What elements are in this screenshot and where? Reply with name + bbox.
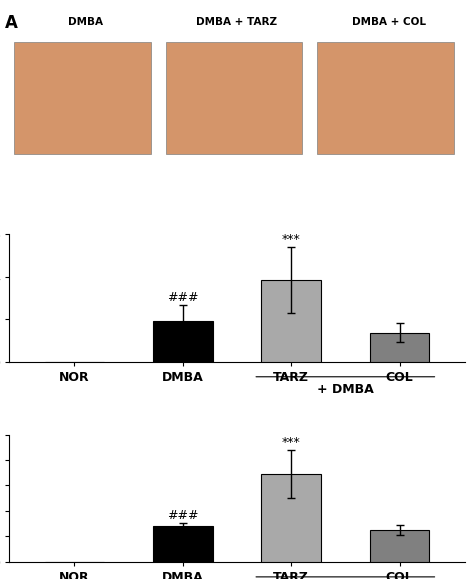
Text: DMBA + COL: DMBA + COL xyxy=(352,17,426,27)
Text: ###: ### xyxy=(167,509,199,522)
Bar xyxy=(370,333,429,361)
Text: + DMBA: + DMBA xyxy=(317,383,374,396)
Text: A: A xyxy=(5,14,18,32)
Text: ***: *** xyxy=(282,233,301,246)
Text: DMBA + TARZ: DMBA + TARZ xyxy=(196,17,278,27)
Bar xyxy=(261,474,321,562)
Bar xyxy=(153,526,213,562)
FancyBboxPatch shape xyxy=(14,42,151,154)
Bar xyxy=(261,280,321,361)
Bar xyxy=(153,321,213,361)
Bar xyxy=(370,530,429,562)
Text: ###: ### xyxy=(167,291,199,305)
Text: DMBA: DMBA xyxy=(68,17,103,27)
FancyBboxPatch shape xyxy=(318,42,454,154)
FancyBboxPatch shape xyxy=(166,42,302,154)
Text: ***: *** xyxy=(282,436,301,449)
